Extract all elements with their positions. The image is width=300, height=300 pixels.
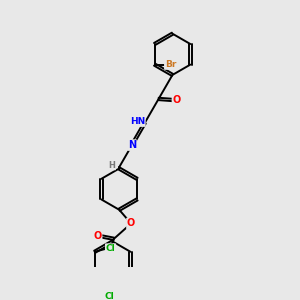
Text: N: N [128,140,136,150]
Text: O: O [93,231,102,241]
Text: Cl: Cl [106,244,116,253]
Text: Cl: Cl [104,292,114,300]
Text: HN: HN [130,117,145,126]
Text: O: O [172,95,181,105]
Text: H: H [108,160,115,169]
Text: O: O [127,218,135,229]
Text: Br: Br [165,60,176,69]
